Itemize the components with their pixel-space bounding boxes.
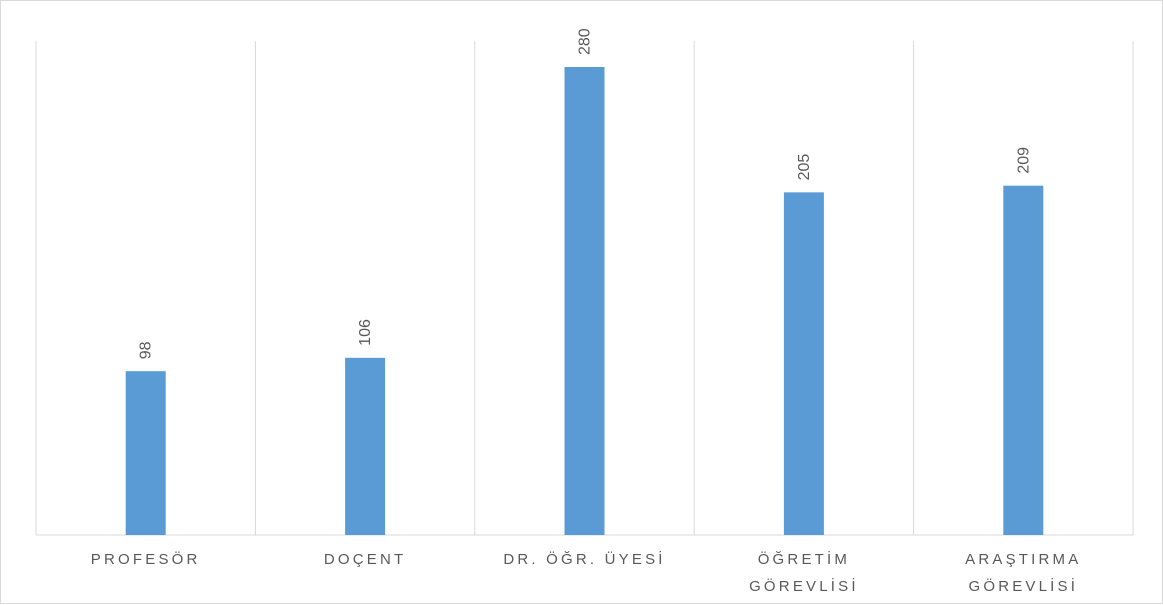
bar [1003, 185, 1044, 535]
bar [564, 67, 605, 535]
category-label: DR. ÖĞR. ÜYESİ [503, 550, 665, 568]
category-label: ÖĞRETİM GÖREVLİSİ [749, 550, 859, 595]
category-label: PROFESÖR [91, 550, 201, 568]
category-labels: PROFESÖR DOÇENT DR. ÖĞR. ÜYESİ ÖĞRETİM GÖREV… [91, 550, 1081, 595]
data-label: 205 [796, 154, 813, 181]
data-labels: 98 106 280 205 209 [138, 28, 1033, 359]
bar [345, 357, 386, 535]
bar [783, 192, 824, 535]
data-label: 209 [1015, 147, 1032, 174]
data-label: 280 [577, 28, 594, 55]
data-label: 106 [357, 319, 374, 346]
bar [125, 371, 166, 535]
data-label: 98 [138, 341, 155, 359]
category-label: ARAŞTIRMA GÖREVLİSİ [965, 551, 1081, 595]
category-label: DOÇENT [324, 551, 407, 568]
bars [125, 67, 1044, 535]
